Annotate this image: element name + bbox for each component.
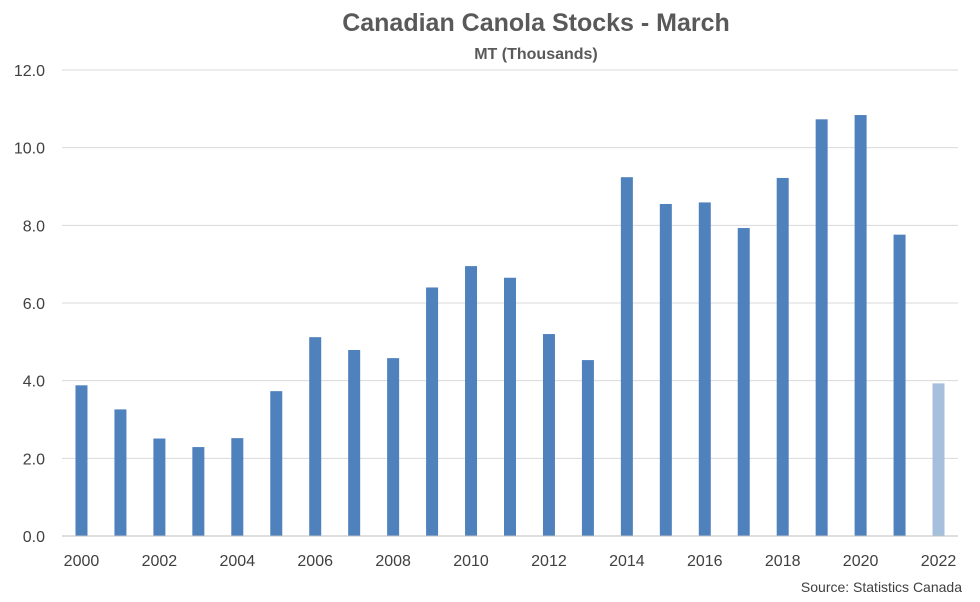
bar-2019 [815,119,828,537]
bar-2011 [504,277,516,536]
y-tick-label: 8.0 [23,218,45,235]
y-tick-label: 2.0 [23,451,45,468]
bar-2020 [854,115,867,537]
bar-2007 [348,349,361,536]
bar-2017 [737,228,750,536]
bar-2018 [776,177,789,536]
bar-2015 [659,203,672,536]
x-tick-label: 2000 [64,553,100,570]
bar-2010 [465,266,478,536]
bar-2012 [542,334,555,536]
x-tick-label: 2004 [220,553,256,570]
bars [75,115,945,537]
y-tick-label: 12.0 [14,63,45,80]
bar-2022 [932,383,945,536]
bar-2006 [309,337,322,536]
bar-2013 [581,360,594,536]
y-axis-tick-labels: 0.0 2.0 4.0 6.0 8.0 10.0 12.0 [14,63,45,546]
chart-subtitle: MT (Thousands) [474,46,598,63]
source-note: Source: Statistics Canada [801,579,962,595]
bar-2002 [153,438,166,536]
bar-2000 [75,385,88,536]
x-tick-label: 2020 [843,553,879,570]
x-tick-label: 2016 [687,553,723,570]
x-tick-label: 2012 [531,553,567,570]
bar-2004 [231,438,244,536]
bar-2014 [620,177,633,536]
x-tick-label: 2010 [453,553,489,570]
y-tick-label: 10.0 [14,141,45,158]
x-tick-label: 2002 [142,553,178,570]
chart-title: Canadian Canola Stocks - March [342,9,730,37]
bar-2008 [387,358,400,536]
x-tick-label: 2006 [297,553,333,570]
x-axis-tick-labels: 2000 2002 2004 2006 2008 2010 2012 2014 2016 2018… [64,553,957,570]
x-tick-label: 2014 [609,553,645,570]
bar-2005 [270,391,283,536]
y-tick-label: 0.0 [23,529,45,546]
bar-2001 [114,409,127,536]
y-tick-label: 6.0 [23,296,45,313]
bar-2009 [426,287,439,536]
bar-2021 [893,234,906,537]
bar-2003 [192,447,205,536]
x-tick-label: 2022 [921,553,957,570]
x-tick-label: 2008 [375,553,411,570]
x-tick-label: 2018 [765,553,801,570]
y-tick-label: 4.0 [23,374,45,391]
bar-2016 [698,202,711,536]
